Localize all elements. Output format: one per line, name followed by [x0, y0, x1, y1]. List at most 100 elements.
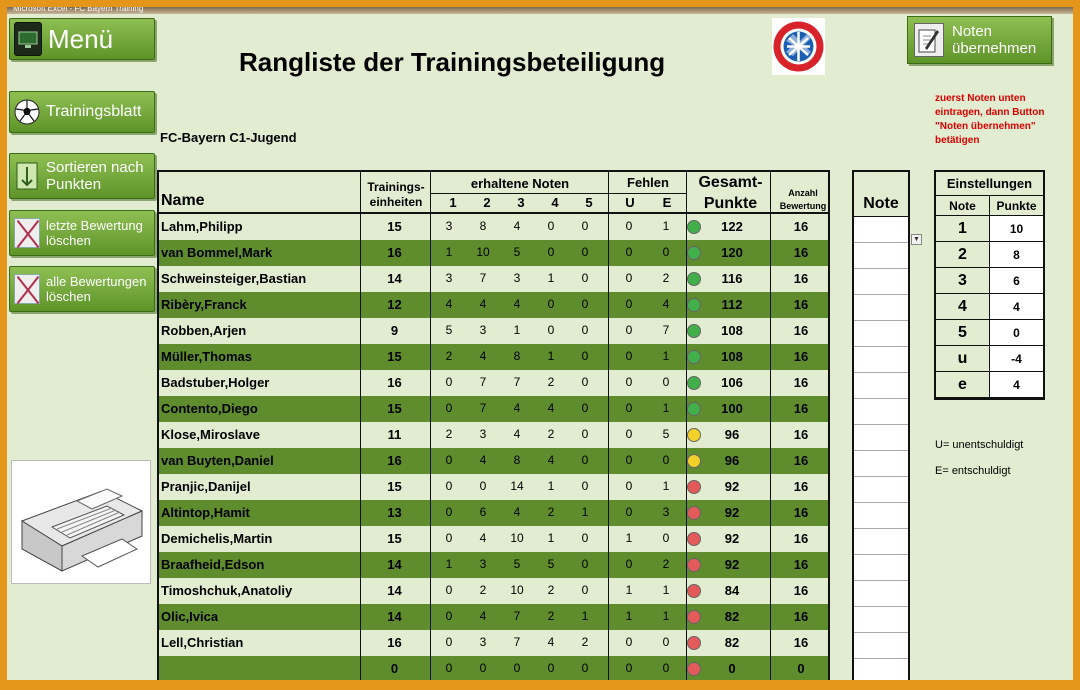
grade-count: 3 — [479, 427, 487, 441]
grade-count: 8 — [479, 219, 487, 233]
note-input-cell[interactable] — [854, 321, 908, 347]
grade-count: 3 — [445, 271, 453, 285]
table-row[interactable]: Timoshchuk,Anatoliy 14 0 2 10 2 0 1 1 84 16 — [159, 578, 828, 604]
note-input-cell[interactable] — [854, 451, 908, 477]
note-input-cell[interactable] — [854, 477, 908, 503]
table-row[interactable]: Lahm,Philipp 15 3 8 4 0 0 0 1 122 16 — [159, 214, 828, 240]
settings-row: u -4 — [936, 346, 1043, 372]
settings-points[interactable]: 8 — [1013, 248, 1020, 262]
note-input-cell[interactable] — [854, 633, 908, 659]
settings-points[interactable]: -4 — [1011, 352, 1022, 366]
note-input-cell[interactable] — [854, 659, 908, 680]
absence-count: 0 — [625, 245, 633, 259]
table-row[interactable]: Ribèry,Franck 12 4 4 4 0 0 0 4 112 16 — [159, 292, 828, 318]
player-name: Braafheid,Edson — [161, 557, 265, 572]
settings-points[interactable]: 4 — [1013, 378, 1020, 392]
grade-count: 0 — [581, 583, 589, 597]
note-input-cell[interactable] — [854, 529, 908, 555]
table-row[interactable]: Schweinsteiger,Bastian 14 3 7 3 1 0 0 2 116 16 — [159, 266, 828, 292]
col-absence-0: U — [625, 195, 635, 210]
grade-count: 5 — [513, 557, 521, 571]
note-input-cell[interactable] — [854, 581, 908, 607]
absence-count: 0 — [662, 531, 670, 545]
note-input-cell[interactable] — [854, 243, 908, 269]
table-row[interactable]: Olic,Ivica 14 0 4 7 2 1 1 1 82 16 — [159, 604, 828, 630]
monitor-icon — [14, 22, 42, 56]
sort-by-points-button[interactable]: Sortieren nach Punkten — [9, 153, 155, 199]
note-input-cell[interactable] — [854, 373, 908, 399]
settings-points[interactable]: 0 — [1013, 326, 1020, 340]
grade-count: 4 — [479, 531, 487, 545]
absence-count: 1 — [662, 609, 670, 623]
table-row[interactable]: van Bommel,Mark 16 1 10 5 0 0 0 0 120 16 — [159, 240, 828, 266]
note-input-cell[interactable] — [854, 425, 908, 451]
training-count: 14 — [387, 557, 402, 572]
training-count: 14 — [387, 271, 402, 286]
absence-count: 0 — [625, 349, 633, 363]
note-input-cell[interactable] — [854, 217, 908, 243]
note-input-cell[interactable] — [854, 399, 908, 425]
delete-all-ratings-button[interactable]: alle Bewertungen löschen — [9, 266, 155, 312]
table-row[interactable]: Badstuber,Holger 16 0 7 7 2 0 0 0 106 16 — [159, 370, 828, 396]
note-input-cell[interactable] — [854, 347, 908, 373]
training-count: 16 — [387, 635, 402, 650]
delete-last-rating-button[interactable]: letzte Bewertung löschen — [9, 210, 155, 256]
total-points: 108 — [721, 323, 743, 338]
training-count: 15 — [387, 479, 402, 494]
player-name: Schweinsteiger,Bastian — [161, 271, 307, 286]
note-input-cell[interactable] — [854, 269, 908, 295]
note-input-cell[interactable] — [854, 503, 908, 529]
absence-count: 0 — [625, 661, 633, 675]
rating-count: 16 — [793, 401, 809, 416]
absence-count: 1 — [662, 583, 670, 597]
title-bar: Microsoft Excel - FC Bayern Training — [7, 7, 1073, 14]
pen-document-icon — [914, 23, 944, 57]
sort-label: Sortieren nach Punkten — [46, 159, 144, 193]
printer-icon[interactable] — [11, 460, 151, 584]
table-row[interactable]: Müller,Thomas 15 2 4 8 1 0 0 1 108 16 — [159, 344, 828, 370]
settings-points[interactable]: 4 — [1013, 300, 1020, 314]
absence-count: 0 — [625, 557, 633, 571]
status-indicator — [687, 506, 701, 520]
grade-count: 0 — [547, 323, 555, 337]
table-row[interactable]: Altintop,Hamit 13 0 6 4 2 1 0 3 92 16 — [159, 500, 828, 526]
absence-count: 0 — [662, 635, 670, 649]
absence-count: 4 — [662, 297, 670, 311]
training-count: 12 — [387, 297, 402, 312]
note-input-cell[interactable] — [854, 607, 908, 633]
apply-grades-button[interactable]: Noten übernehmen — [907, 16, 1052, 64]
settings-points[interactable]: 10 — [1009, 222, 1024, 236]
table-row[interactable]: Klose,Miroslave 11 2 3 4 2 0 0 5 96 16 — [159, 422, 828, 448]
grade-count: 1 — [513, 323, 521, 337]
grade-count: 2 — [581, 635, 589, 649]
player-name: Altintop,Hamit — [161, 505, 250, 520]
grade-count: 4 — [547, 401, 555, 415]
settings-points[interactable]: 6 — [1013, 274, 1020, 288]
grade-count: 0 — [513, 661, 521, 675]
chevron-down-icon[interactable]: ▼ — [911, 234, 922, 245]
menu-button[interactable]: Menü — [9, 18, 155, 60]
grade-count: 1 — [445, 245, 453, 259]
table-row[interactable]: Demichelis,Martin 15 0 4 10 1 0 1 0 92 16 — [159, 526, 828, 552]
table-row[interactable]: Contento,Diego 15 0 7 4 4 0 0 1 100 16 — [159, 396, 828, 422]
table-row[interactable]: Lell,Christian 16 0 3 7 4 2 0 0 82 16 — [159, 630, 828, 656]
grade-count: 0 — [479, 661, 487, 675]
absence-count: 0 — [625, 323, 633, 337]
player-name: van Buyten,Daniel — [161, 453, 274, 468]
table-row[interactable]: Pranjic,Danijel 15 0 0 14 1 0 0 1 92 16 — [159, 474, 828, 500]
table-row[interactable]: Robben,Arjen 9 5 3 1 0 0 0 7 108 16 — [159, 318, 828, 344]
table-row[interactable]: van Buyten,Daniel 16 0 4 8 4 0 0 0 96 16 — [159, 448, 828, 474]
grade-count: 0 — [547, 245, 555, 259]
table-row[interactable]: 0 0 0 0 0 0 0 0 0 0 — [159, 656, 828, 680]
absence-count: 1 — [625, 583, 633, 597]
training-count: 15 — [387, 531, 402, 546]
note-input-cell[interactable] — [854, 555, 908, 581]
training-sheet-button[interactable]: Trainingsblatt — [9, 91, 155, 133]
training-count: 16 — [387, 375, 402, 390]
table-row[interactable]: Braafheid,Edson 14 1 3 5 5 0 0 2 92 16 — [159, 552, 828, 578]
table-header: Name Trainings-einheiten erhaltene Noten… — [159, 172, 828, 214]
player-name: Lahm,Philipp — [161, 219, 243, 234]
note-input-cell[interactable] — [854, 295, 908, 321]
